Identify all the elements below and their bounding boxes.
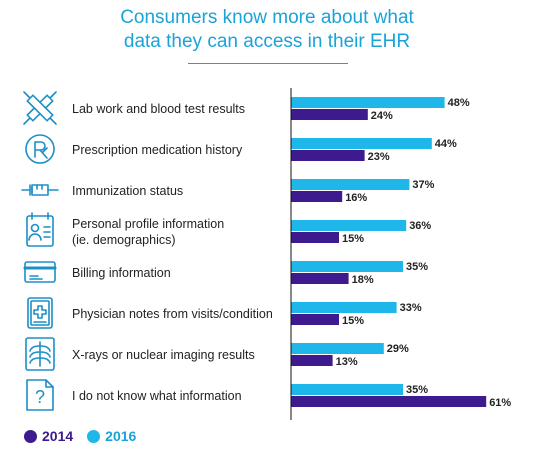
- bar-2014: [291, 109, 368, 120]
- syringe-test-tube-icon: [23, 91, 57, 125]
- data-label-2014: 23%: [368, 151, 390, 163]
- chart-title: Consumers know more about what data they…: [0, 6, 534, 54]
- bar-2014: [291, 232, 339, 243]
- legend-item-2016: 2016: [87, 428, 136, 444]
- svg-text:?: ?: [35, 387, 45, 407]
- category-label: (ie. demographics): [72, 233, 176, 247]
- chart-title-line-2: data they can access in their EHR: [123, 31, 411, 52]
- credit-card-icon: [23, 261, 57, 283]
- xray-ribcage-icon: [25, 337, 55, 371]
- chart-title-line-1: Consumers know more about what: [120, 7, 414, 28]
- bar-2016: [291, 343, 384, 354]
- category-label: Billing information: [72, 266, 171, 280]
- bar-2016: [291, 302, 397, 313]
- category-label: Physician notes from visits/condition: [72, 307, 273, 321]
- category-label: Prescription medication history: [72, 143, 243, 157]
- data-label-2016: 37%: [412, 179, 434, 191]
- legend-label-2016: 2016: [105, 428, 137, 444]
- data-label-2016: 33%: [400, 302, 422, 314]
- question-box-icon: ?: [26, 379, 54, 411]
- data-label-2016: 29%: [387, 343, 409, 355]
- bar-2016: [291, 97, 445, 108]
- data-label-2016: 44%: [435, 138, 457, 150]
- category-label: I do not know what information: [72, 389, 242, 403]
- legend-label-2014: 2014: [42, 428, 74, 444]
- category-label: X-rays or nuclear imaging results: [72, 348, 255, 362]
- bar-2016: [291, 179, 410, 190]
- data-label-2016: 36%: [409, 220, 431, 232]
- category-label: Immunization status: [72, 184, 183, 198]
- legend: 2014 2016: [24, 428, 150, 444]
- data-label-2014: 16%: [345, 192, 367, 204]
- data-label-2014: 15%: [342, 315, 364, 327]
- bar-2014: [291, 314, 339, 325]
- data-label-2014: 13%: [336, 356, 358, 368]
- data-label-2016: 48%: [448, 97, 470, 109]
- bar-2016: [291, 384, 403, 395]
- data-label-2014: 15%: [342, 233, 364, 245]
- bar-2014: [291, 273, 349, 284]
- bar-2014: [291, 355, 333, 366]
- bar-2016: [291, 220, 407, 231]
- data-label-2014: 18%: [352, 274, 374, 286]
- profile-card-icon: [26, 212, 54, 247]
- bar-2014: [291, 191, 343, 202]
- data-label-2016: 35%: [406, 261, 428, 273]
- bar-2016: [291, 138, 432, 149]
- title-underline: [188, 63, 348, 64]
- data-label-2016: 35%: [406, 384, 428, 396]
- legend-swatch-2014: [24, 429, 37, 443]
- category-label: Personal profile information: [72, 217, 224, 231]
- bar-2014: [291, 150, 365, 161]
- data-label-2014: 61%: [489, 397, 511, 409]
- vaccine-syringe-icon: [21, 184, 59, 196]
- medical-notes-icon: [27, 297, 53, 329]
- data-label-2014: 24%: [371, 110, 393, 122]
- category-label: Lab work and blood test results: [72, 102, 245, 116]
- bar-2014: [291, 396, 487, 407]
- legend-swatch-2016: [87, 429, 101, 443]
- legend-item-2014: 2014: [24, 428, 73, 444]
- prescription-icon: [25, 134, 55, 164]
- bar-2016: [291, 261, 403, 272]
